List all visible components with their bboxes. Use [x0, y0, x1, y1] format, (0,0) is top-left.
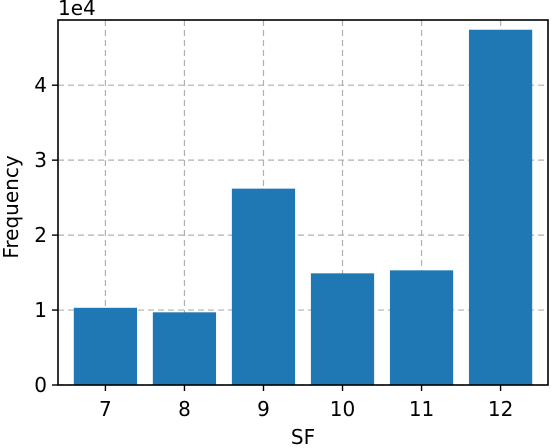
bars-layer — [73, 29, 533, 386]
x-tick-label: 7 — [99, 397, 112, 421]
x-tick-label: 12 — [488, 397, 513, 421]
x-tick-label: 8 — [178, 397, 191, 421]
bar-sf-9 — [231, 188, 296, 385]
y-tick-label: 2 — [34, 223, 47, 247]
y-tick-label: 3 — [34, 148, 47, 172]
bar-sf-7 — [73, 307, 138, 385]
y-tick-label: 0 — [34, 373, 47, 397]
y-offset-label: 1e4 — [58, 0, 96, 20]
y-tick-label: 1 — [34, 298, 47, 322]
plot-frame — [57, 19, 549, 386]
x-tick-label: 11 — [409, 397, 434, 421]
x-tick-label: 9 — [257, 397, 270, 421]
y-axis-label: Frequency — [0, 155, 23, 258]
bar-sf-12 — [468, 29, 533, 386]
bar-sf-10 — [310, 273, 375, 385]
x-axis-label: SF — [291, 425, 315, 448]
bar-sf-8 — [152, 312, 217, 385]
bar-sf-11 — [389, 270, 454, 385]
x-tick-label: 10 — [330, 397, 355, 421]
y-tick-label: 4 — [34, 73, 47, 97]
